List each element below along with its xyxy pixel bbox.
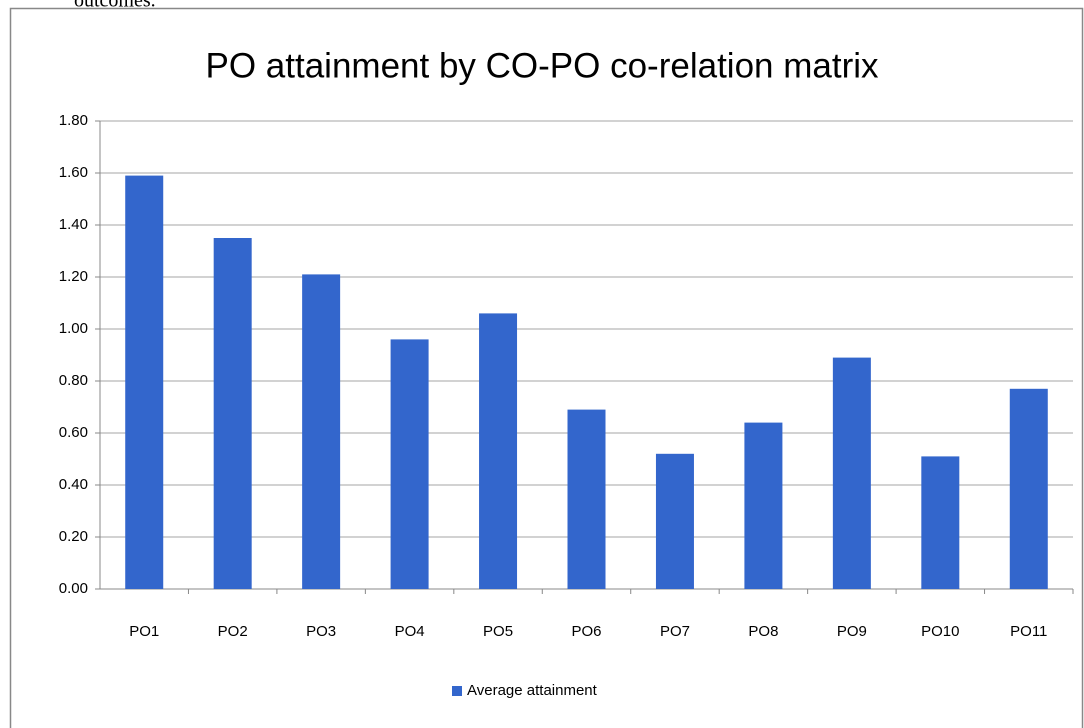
bar — [213, 238, 252, 589]
y-tick-label: 1.80 — [59, 112, 88, 129]
chart-title: PO attainment by CO-PO co-relation matri… — [206, 46, 879, 85]
bar — [744, 422, 783, 589]
y-tick-label: 0.60 — [59, 424, 88, 441]
chart-frame — [9, 7, 1084, 728]
y-tick-label: 1.20 — [59, 268, 88, 285]
x-tick-label: PO6 — [571, 623, 601, 640]
y-tick-label: 1.00 — [59, 320, 88, 337]
y-tick-label: 0.20 — [59, 528, 88, 545]
page-text: outcomes. — [74, 0, 156, 12]
bar — [302, 274, 341, 589]
y-tick-label: 0.40 — [59, 476, 88, 493]
y-tick-label: 0.80 — [59, 372, 88, 389]
x-tick-label: PO1 — [129, 623, 159, 640]
legend-label: Average attainment — [467, 682, 598, 699]
x-tick-label: PO7 — [660, 623, 690, 640]
x-tick-label: PO10 — [921, 623, 959, 640]
bar — [1009, 388, 1048, 589]
x-tick-label: PO5 — [483, 623, 513, 640]
x-tick-label: PO2 — [218, 623, 248, 640]
x-tick-label: PO9 — [837, 623, 867, 640]
x-tick-label: PO4 — [395, 623, 425, 640]
y-tick-label: 1.60 — [59, 164, 88, 181]
bar — [832, 357, 871, 589]
bar — [479, 313, 518, 589]
legend-swatch — [452, 686, 462, 696]
bar — [390, 339, 429, 589]
x-tick-label: PO8 — [748, 623, 778, 640]
y-tick-label: 0.00 — [59, 580, 88, 597]
bar — [567, 409, 606, 589]
bar — [125, 175, 164, 589]
y-tick-label: 1.40 — [59, 216, 88, 233]
x-tick-label: PO11 — [1010, 623, 1047, 640]
bar — [655, 453, 694, 589]
x-tick-label: PO3 — [306, 623, 336, 640]
bar — [921, 456, 960, 589]
